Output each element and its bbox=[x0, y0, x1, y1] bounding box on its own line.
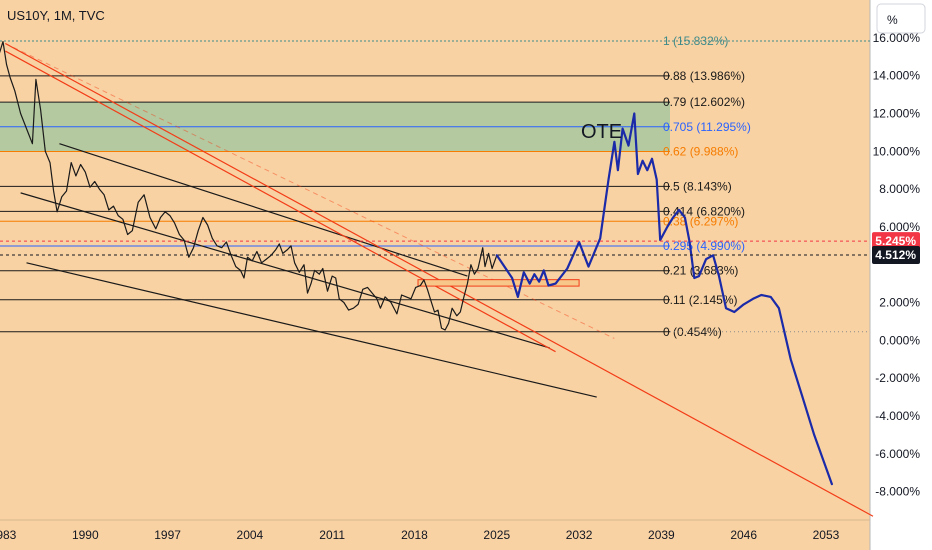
price-tag-label: 4.512% bbox=[875, 248, 916, 262]
y-tick-label: -6.000% bbox=[875, 447, 920, 461]
y-tick-label: -8.000% bbox=[875, 485, 920, 499]
y-tick-label: 8.000% bbox=[879, 182, 920, 196]
x-tick-label: 2032 bbox=[566, 528, 593, 542]
x-tick-label: 1997 bbox=[154, 528, 181, 542]
y-tick-label: 10.000% bbox=[873, 144, 921, 158]
fib-label: 0.11 (2.145%) bbox=[663, 293, 738, 307]
fib-label: 1 (15.832%) bbox=[663, 34, 728, 48]
series-lines bbox=[0, 41, 833, 486]
fib-label: 0.705 (11.295%) bbox=[663, 120, 751, 134]
resistance-boxes bbox=[417, 279, 580, 287]
x-tick-label: 2046 bbox=[730, 528, 757, 542]
fib-label: 0.295 (4.990%) bbox=[663, 239, 745, 253]
y-tick-label: 2.000% bbox=[879, 296, 920, 310]
price-tag bbox=[872, 246, 920, 265]
ote-label: OTE bbox=[581, 121, 622, 143]
x-tick-label: 2025 bbox=[483, 528, 510, 542]
x-tick-label: 1983 bbox=[0, 528, 17, 542]
resistance-box bbox=[417, 279, 580, 287]
plot-background bbox=[0, 0, 870, 520]
trendline bbox=[20, 192, 550, 349]
y-tick-label: -2.000% bbox=[875, 371, 920, 385]
price-tag bbox=[872, 232, 920, 251]
x-tick-label: 2018 bbox=[401, 528, 428, 542]
chart-title[interactable]: US10Y, 1M, TVC bbox=[7, 8, 105, 23]
x-tick-label: 2053 bbox=[813, 528, 840, 542]
x-tick-label: 2011 bbox=[319, 528, 345, 542]
trendline bbox=[59, 143, 468, 277]
y-tick-label: 14.000% bbox=[873, 69, 921, 83]
y-tick-label: -4.000% bbox=[875, 409, 920, 423]
scale-mode-button-label[interactable]: % bbox=[887, 13, 898, 27]
y-axis-ticks: 16.000% 14.000% 12.000% 10.000% 8.000% 6.000%… bbox=[873, 31, 921, 499]
fib-label: 0.62 (9.988%) bbox=[663, 144, 738, 158]
fib-label: 0.79 (12.602%) bbox=[663, 95, 745, 109]
fib-label: 0 (0.454%) bbox=[663, 325, 722, 339]
y-tick-label: 0.000% bbox=[879, 333, 920, 347]
y-tick-label: 12.000% bbox=[873, 106, 921, 120]
scale-mode-button-frame[interactable] bbox=[876, 3, 926, 34]
x-tick-label: 2039 bbox=[648, 528, 675, 542]
y-tick-label: 6.000% bbox=[879, 220, 920, 234]
trendline bbox=[5, 50, 556, 353]
x-axis-ticks: 1983 1990 1997 2004 2011 2018 2025 2032 2039 2046… bbox=[0, 528, 840, 542]
time-axis-panel bbox=[0, 520, 870, 550]
x-tick-label: 2004 bbox=[237, 528, 264, 542]
fib-label: 0.38 (6.297%) bbox=[663, 214, 738, 228]
scale-mode-button[interactable]: % bbox=[876, 3, 926, 34]
price-axis-panel bbox=[870, 0, 932, 550]
fib-label: 0.5 (8.143%) bbox=[663, 179, 732, 193]
price-tags: 5.245%4.512% bbox=[0, 232, 920, 265]
x-tick-label: 1990 bbox=[72, 528, 99, 542]
trendline bbox=[5, 43, 615, 339]
fib-label: 0.88 (13.986%) bbox=[663, 69, 745, 83]
price-history-line bbox=[0, 41, 498, 331]
trendline bbox=[26, 262, 597, 398]
y-tick-label: 16.000% bbox=[873, 31, 921, 45]
projection-line bbox=[495, 112, 833, 486]
price-tag-label: 5.245% bbox=[875, 234, 916, 248]
